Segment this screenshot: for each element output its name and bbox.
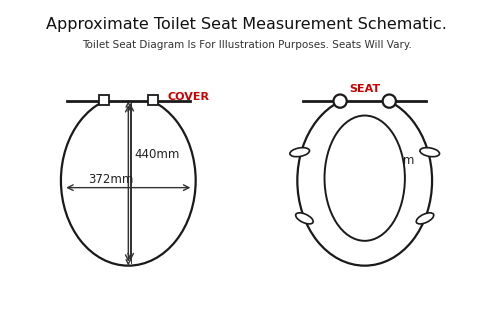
Ellipse shape: [324, 115, 405, 241]
Ellipse shape: [420, 148, 440, 157]
Bar: [293, 77, 437, 101]
Ellipse shape: [416, 213, 434, 224]
Bar: [56, 77, 200, 101]
Text: Approximate Toilet Seat Measurement Schematic.: Approximate Toilet Seat Measurement Sche…: [46, 17, 447, 32]
Bar: [99, 95, 109, 105]
Ellipse shape: [333, 94, 347, 108]
Ellipse shape: [383, 94, 396, 108]
Text: 372mm: 372mm: [88, 173, 134, 186]
Text: SEAT: SEAT: [349, 84, 380, 94]
Bar: [148, 95, 158, 105]
Ellipse shape: [296, 213, 313, 224]
Ellipse shape: [290, 148, 310, 157]
Text: COVER: COVER: [167, 92, 209, 102]
Text: 256mm: 256mm: [369, 154, 415, 167]
Text: 440mm: 440mm: [134, 148, 179, 161]
Text: 215mm: 215mm: [335, 174, 381, 187]
Text: Toilet Seat Diagram Is For Illustration Purposes. Seats Will Vary.: Toilet Seat Diagram Is For Illustration …: [81, 40, 412, 50]
